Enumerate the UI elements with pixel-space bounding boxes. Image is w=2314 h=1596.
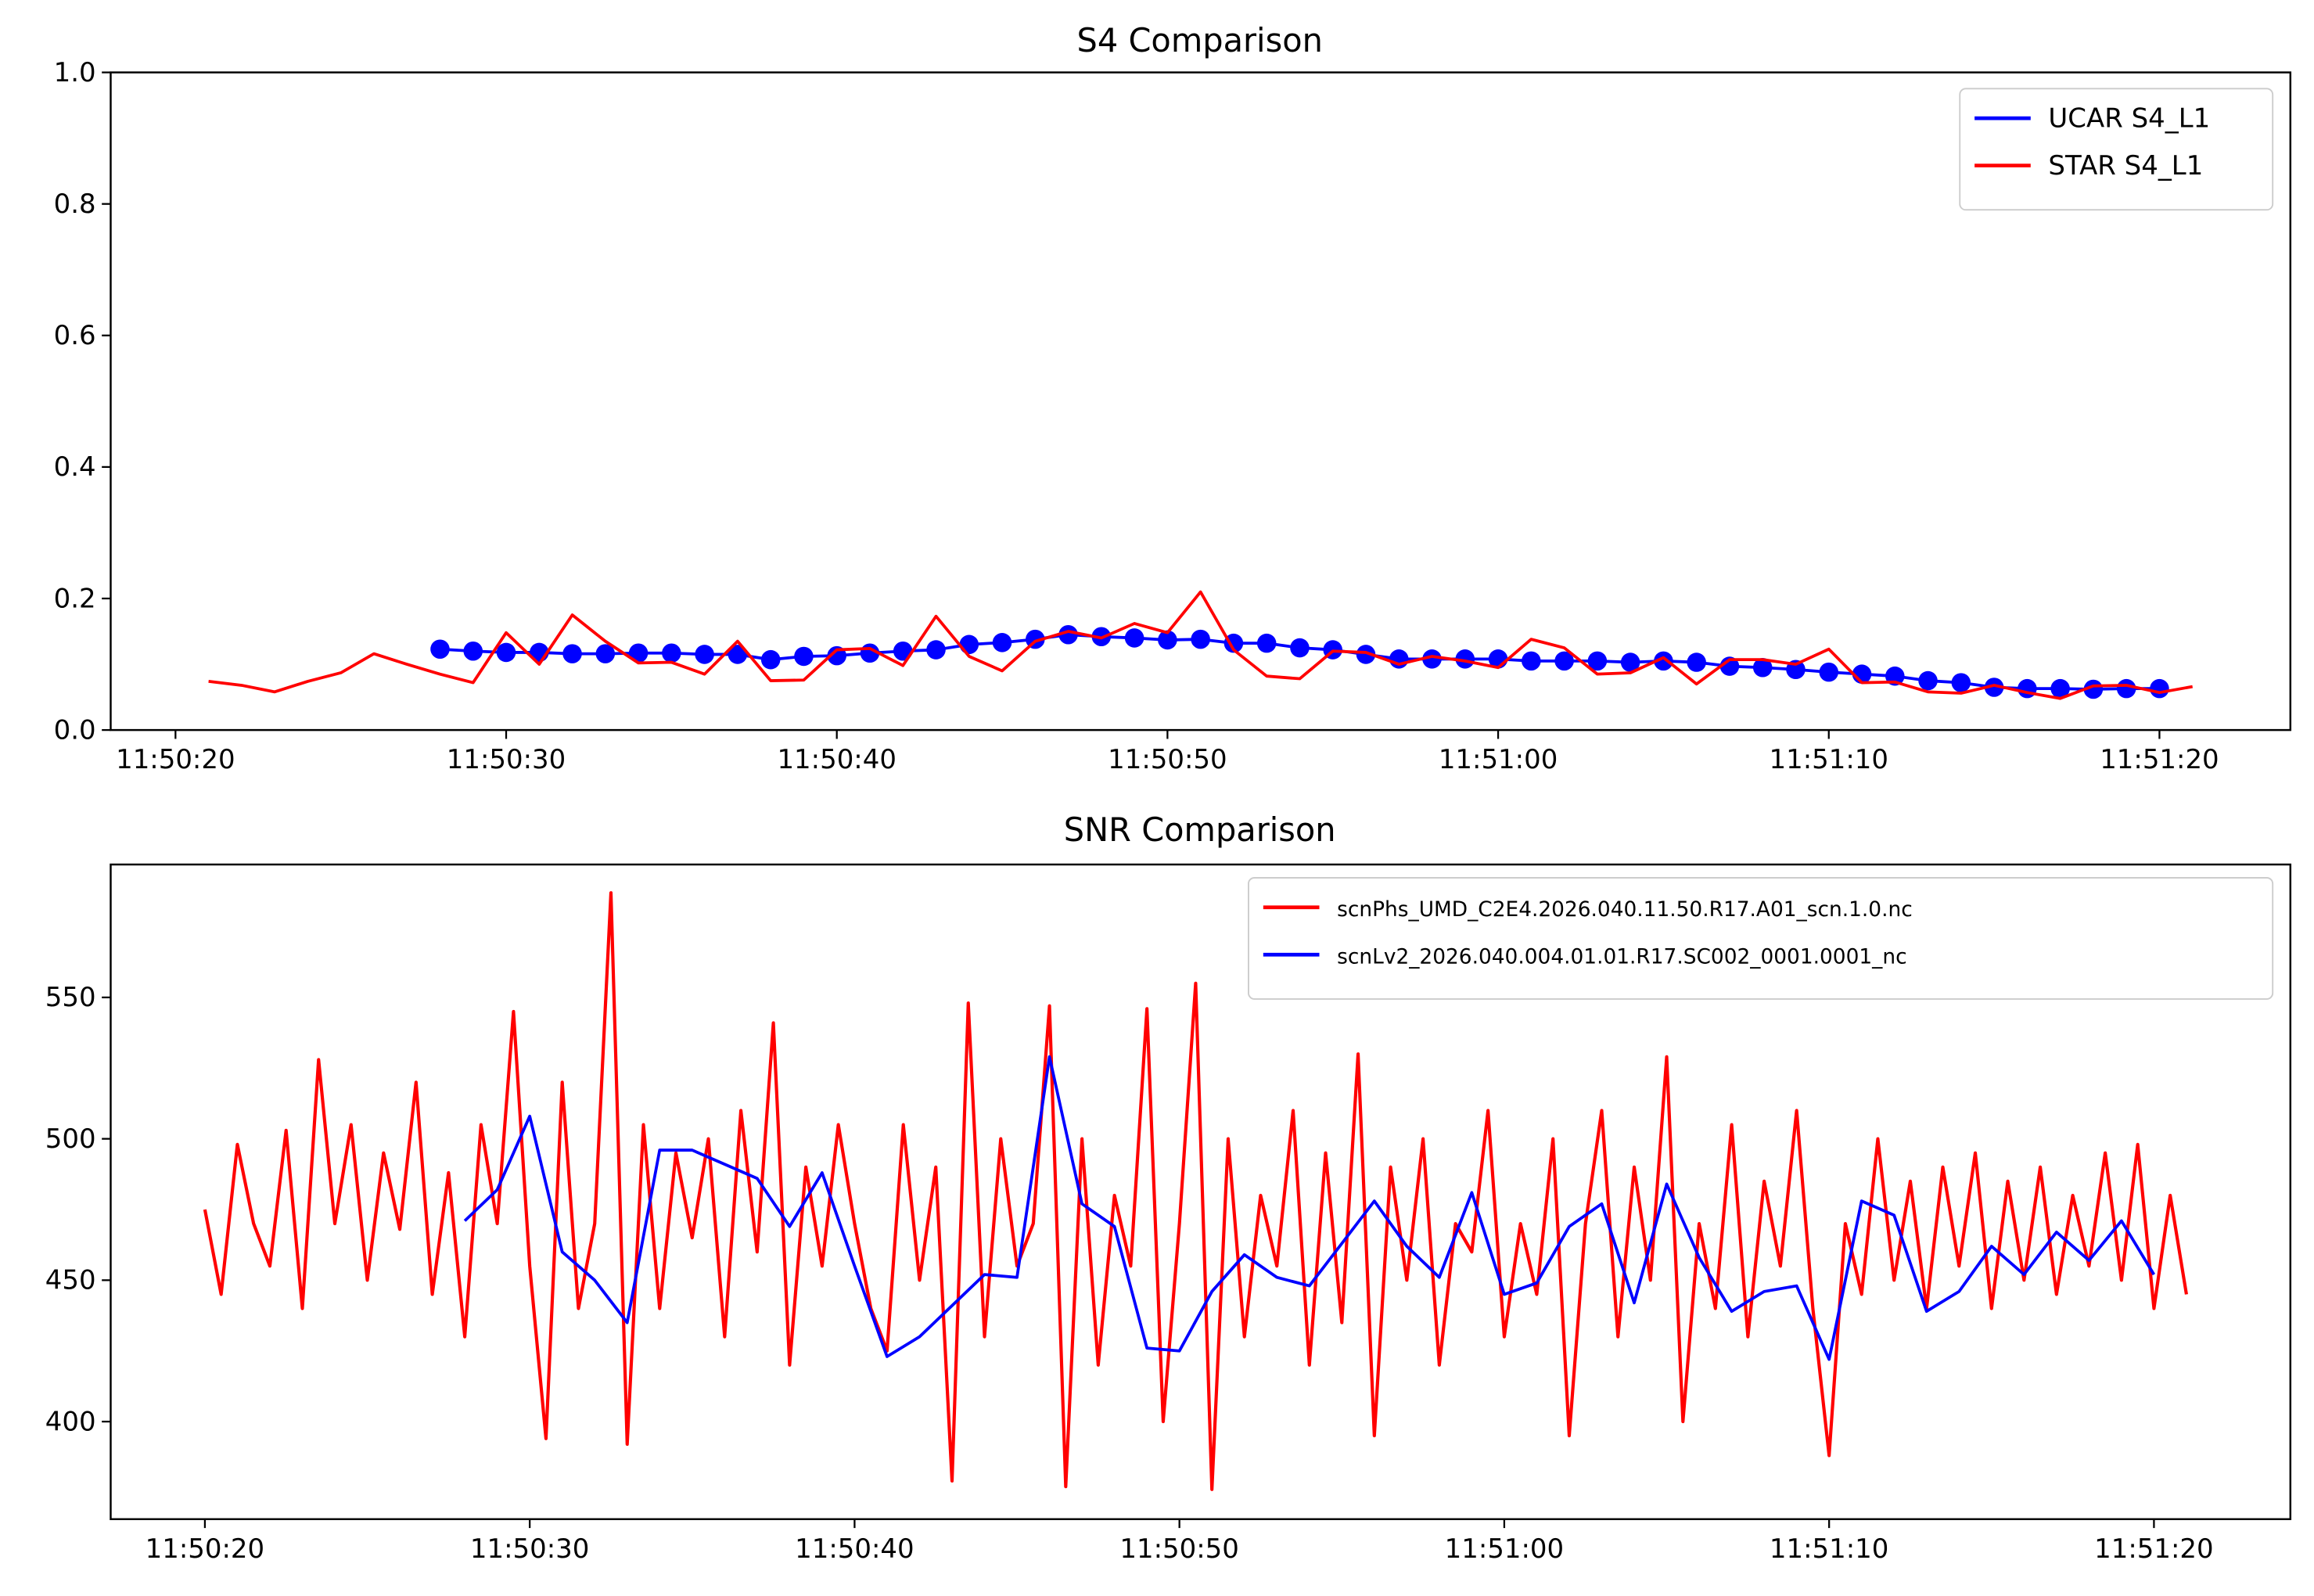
legend: UCAR S4_L1 STAR S4_L1 [1959,88,2274,211]
x-tick-label: 11:51:20 [2094,1533,2213,1565]
data-point [463,641,483,661]
data-point [728,645,748,664]
data-point [1819,662,1839,682]
s4-comparison-chart: S4 Comparison 11:50:20 11:50:30 11:50:40 11… [54,21,2292,775]
chart-title: SNR Comparison [1064,811,1336,849]
data-point [1620,652,1640,672]
data-point [1587,651,1608,671]
data-point [1654,651,1673,671]
data-point [430,639,450,660]
x-tick-label: 11:51:20 [2100,744,2219,775]
data-point [595,644,616,663]
series-layer [208,590,2194,700]
data-point [2050,678,2070,699]
series-layer [203,891,2188,1491]
legend-label: STAR S4_L1 [2048,150,2203,182]
axes-frame [110,71,2292,732]
series-line-2 [208,590,2194,700]
data-point [1256,633,1277,653]
x-tick-label: 11:50:20 [146,1533,264,1565]
data-point [1290,638,1310,658]
x-tick-label: 11:50:50 [1119,1533,1238,1565]
data-point [959,634,979,655]
data-point [1422,649,1442,669]
x-tick-label: 11:51:10 [1770,1533,1888,1565]
x-tick-label: 11:51:10 [1770,744,1888,775]
data-point [2150,678,2169,699]
data-point [1455,649,1475,669]
legend-box [1959,88,2274,211]
series-line-2 [463,1055,2156,1361]
y-tick-label: 1.0 [54,57,96,88]
data-point [1554,651,1574,671]
y-tick-label: 0.6 [54,320,96,351]
x-tick-label: 11:51:00 [1439,744,1558,775]
x-tick-label: 11:50:30 [470,1533,589,1565]
y-tick-label: 450 [45,1265,96,1296]
y-tick-label: 400 [45,1406,96,1437]
data-point [794,646,814,667]
data-point [1918,670,1938,691]
y-tick-label: 0.8 [54,189,96,220]
x-tick-label: 11:50:30 [447,744,566,775]
data-point [1158,630,1177,650]
data-point [1522,651,1541,671]
data-point [1223,633,1244,653]
snr-comparison-chart: SNR Comparison 11:50:20 11:50:30 11:50:40 1… [45,811,2292,1565]
legend-label: scnLv2_2026.040.004.01.01.R17.SC002_0001… [1337,945,1906,969]
chart-title: S4 Comparison [1077,21,1323,59]
data-point [1124,628,1144,648]
data-point [628,643,649,663]
data-point [1191,629,1210,649]
y-tick-label: 0.0 [54,714,96,746]
data-point [1687,652,1706,672]
data-point [1951,673,1971,692]
y-tick-label: 500 [45,1123,96,1155]
data-point [926,640,946,660]
x-tick-label: 11:50:40 [777,744,896,775]
data-point [760,649,781,670]
legend-box [1248,877,2274,1000]
x-tick-label: 11:50:20 [116,744,235,775]
x-tick-label: 11:51:00 [1445,1533,1564,1565]
data-point [1752,657,1773,678]
legend-label: UCAR S4_L1 [2048,102,2210,134]
data-point [662,643,681,663]
y-tick-label: 550 [45,982,96,1013]
data-point [2116,678,2136,699]
data-point [496,642,516,663]
legend: scnPhs_UMD_C2E4.2026.040.11.50.R17.A01_s… [1248,877,2274,1000]
data-point [1984,678,2004,697]
series-line-1 [203,891,2188,1491]
x-tick-label: 11:50:50 [1108,744,1227,775]
data-point [1058,624,1078,645]
data-point [695,645,714,664]
legend-label: scnPhs_UMD_C2E4.2026.040.11.50.R17.A01_s… [1337,897,1913,922]
x-tick-label: 11:50:40 [795,1533,914,1565]
data-point [562,644,582,663]
data-point [2018,678,2037,699]
axes-frame [110,863,2292,1521]
data-point [1356,645,1376,664]
y-tick-label: 0.2 [54,583,96,614]
data-point [992,633,1012,652]
y-tick-label: 0.4 [54,451,96,483]
